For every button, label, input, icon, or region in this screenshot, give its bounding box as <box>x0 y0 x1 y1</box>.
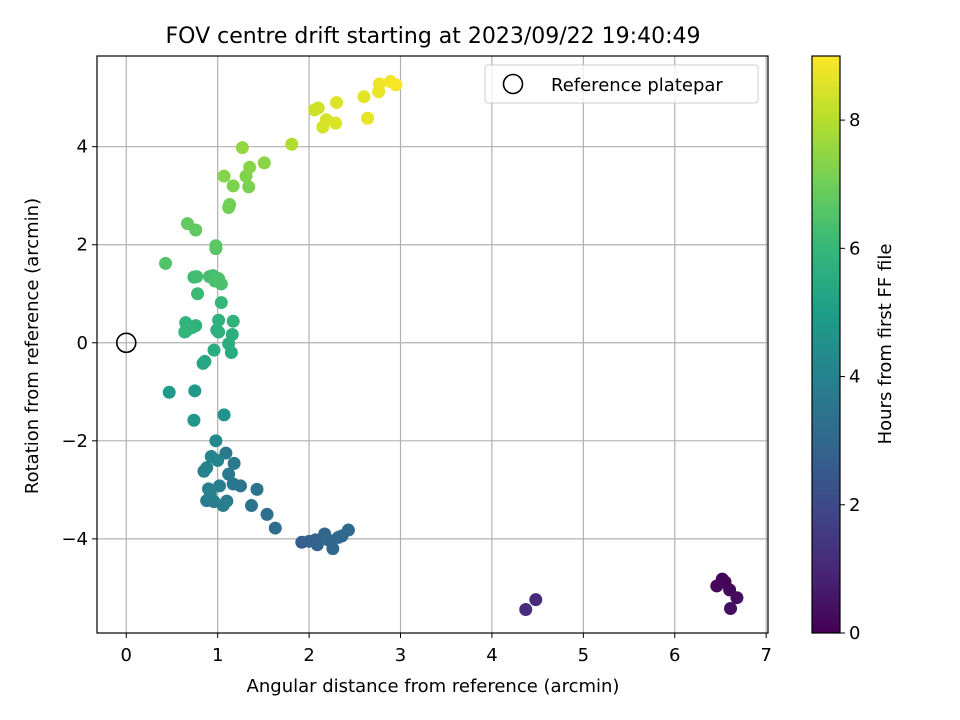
colorbar-tick-label: 8 <box>849 110 860 131</box>
scatter-point <box>191 287 205 301</box>
scatter-point <box>235 141 249 155</box>
scatter-point <box>207 343 221 357</box>
scatter-point <box>200 461 214 475</box>
scatter-point <box>311 101 325 115</box>
scatter-point <box>212 272 226 286</box>
x-tick-label: 3 <box>395 645 406 666</box>
legend-box <box>484 64 759 104</box>
legend-marker <box>502 73 524 95</box>
x-tick-label: 1 <box>212 645 223 666</box>
y-tick-label: −2 <box>61 431 88 452</box>
scatter-point <box>243 160 257 174</box>
scatter-point <box>310 538 324 552</box>
scatter-point <box>226 477 240 491</box>
colorbar-ticks: 0 2 4 6 8 <box>840 110 860 644</box>
grid-lines <box>97 56 768 633</box>
scatter-point <box>226 179 240 193</box>
scatter-point <box>209 434 223 448</box>
scatter-point <box>250 482 264 496</box>
scatter-point <box>222 467 236 481</box>
scatter-point <box>190 270 204 284</box>
x-tick-label: 7 <box>760 645 771 666</box>
plot-frame <box>96 55 769 634</box>
scatter-point <box>257 156 271 170</box>
scatter-point <box>214 296 228 310</box>
scatter-point <box>188 384 202 398</box>
scatter-point <box>519 602 533 616</box>
scatter-point <box>710 579 724 593</box>
y-tick-label: 2 <box>77 235 88 256</box>
scatter-point <box>203 487 217 501</box>
legend-label: Reference platepar <box>551 75 723 96</box>
legend: Reference platepar <box>484 64 759 104</box>
scatter-point <box>389 78 403 92</box>
scatter-point <box>209 239 223 253</box>
scatter-point <box>217 169 231 183</box>
scatter-point <box>529 593 543 607</box>
colorbar-tick-label: 0 <box>849 623 860 644</box>
colorbar-label: Hours from first FF file <box>875 244 896 445</box>
scatter-point <box>211 453 225 467</box>
scatter-point <box>341 523 355 537</box>
y-tick-label: 0 <box>77 333 88 354</box>
y-tick-label: 4 <box>77 137 88 158</box>
scatter-point <box>181 217 195 231</box>
y-axis-ticks: −4 −2 0 2 4 <box>61 137 97 550</box>
scatter-point <box>242 180 256 194</box>
scatter-point <box>730 591 744 605</box>
x-tick-label: 2 <box>303 645 314 666</box>
scatter-point <box>326 542 340 556</box>
y-axis-label: Rotation from reference (arcmin) <box>22 198 43 494</box>
scatter-points <box>159 74 744 616</box>
scatter-point <box>178 325 192 339</box>
scatter-point <box>357 90 371 104</box>
scatter-point <box>210 323 224 337</box>
scatter-point <box>159 256 173 270</box>
scatter-point <box>225 327 239 341</box>
scatter-point <box>724 601 738 615</box>
colorbar-tick-label: 4 <box>849 367 860 388</box>
x-axis-ticks: 0 1 2 3 4 5 6 7 <box>121 633 772 666</box>
scatter-point <box>361 111 375 125</box>
scatter-point <box>162 385 176 399</box>
scatter-point <box>217 408 231 422</box>
scatter-point <box>268 521 282 535</box>
scatter-point <box>285 137 299 151</box>
scatter-point <box>226 314 240 328</box>
scatter-point <box>329 116 343 130</box>
y-tick-label: −4 <box>61 529 88 550</box>
scatter-point <box>187 413 201 427</box>
colorbar <box>811 55 841 634</box>
x-tick-label: 4 <box>486 645 497 666</box>
scatter-point <box>212 479 226 493</box>
scatter-point <box>372 77 386 91</box>
scatter-point <box>260 507 274 521</box>
reference-platepar-marker <box>115 332 137 354</box>
x-tick-label: 6 <box>669 645 680 666</box>
x-tick-label: 5 <box>578 645 589 666</box>
scatter-point <box>330 96 344 110</box>
scatter-point <box>198 354 212 368</box>
scatter-point <box>227 456 241 470</box>
scatter-point <box>223 198 237 212</box>
x-axis-label: Angular distance from reference (arcmin) <box>247 676 620 697</box>
colorbar-tick-label: 2 <box>849 495 860 516</box>
scatter-point <box>212 313 226 327</box>
colorbar-tick-label: 6 <box>849 238 860 259</box>
x-tick-label: 0 <box>121 645 132 666</box>
chart-title: FOV centre drift starting at 2023/09/22 … <box>166 24 701 49</box>
scatter-point <box>244 499 258 513</box>
